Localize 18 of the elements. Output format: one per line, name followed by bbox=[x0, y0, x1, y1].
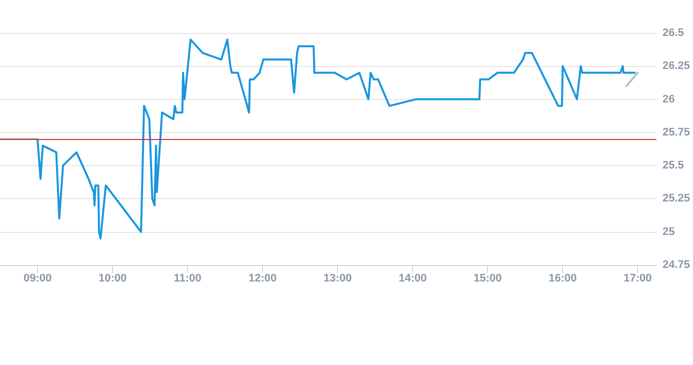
y-tick-label: 26 bbox=[662, 93, 675, 106]
y-tick-label: 26.25 bbox=[662, 60, 690, 72]
x-tick-label: 14:00 bbox=[398, 272, 427, 284]
y-tick-label: 24.75 bbox=[662, 259, 690, 271]
y-tick-label: 26.5 bbox=[662, 27, 684, 39]
x-tick-label: 12:00 bbox=[248, 272, 277, 284]
x-tick-label: 11:00 bbox=[174, 272, 202, 284]
x-tick-label: 13:00 bbox=[324, 272, 352, 284]
y-tick-label: 25.5 bbox=[662, 160, 684, 172]
line-series bbox=[36, 38, 636, 240]
x-tick-label: 10:00 bbox=[98, 272, 127, 284]
x-tick-label: 15:00 bbox=[474, 272, 502, 284]
x-tick-label: 09:00 bbox=[23, 272, 52, 284]
y-tick-label: 25.75 bbox=[662, 126, 690, 138]
x-tick-label: 17:00 bbox=[624, 272, 652, 284]
y-tick-label: 25.25 bbox=[662, 192, 690, 205]
x-tick-label: 16:00 bbox=[548, 272, 577, 284]
y-tick-label: 25 bbox=[662, 226, 675, 238]
